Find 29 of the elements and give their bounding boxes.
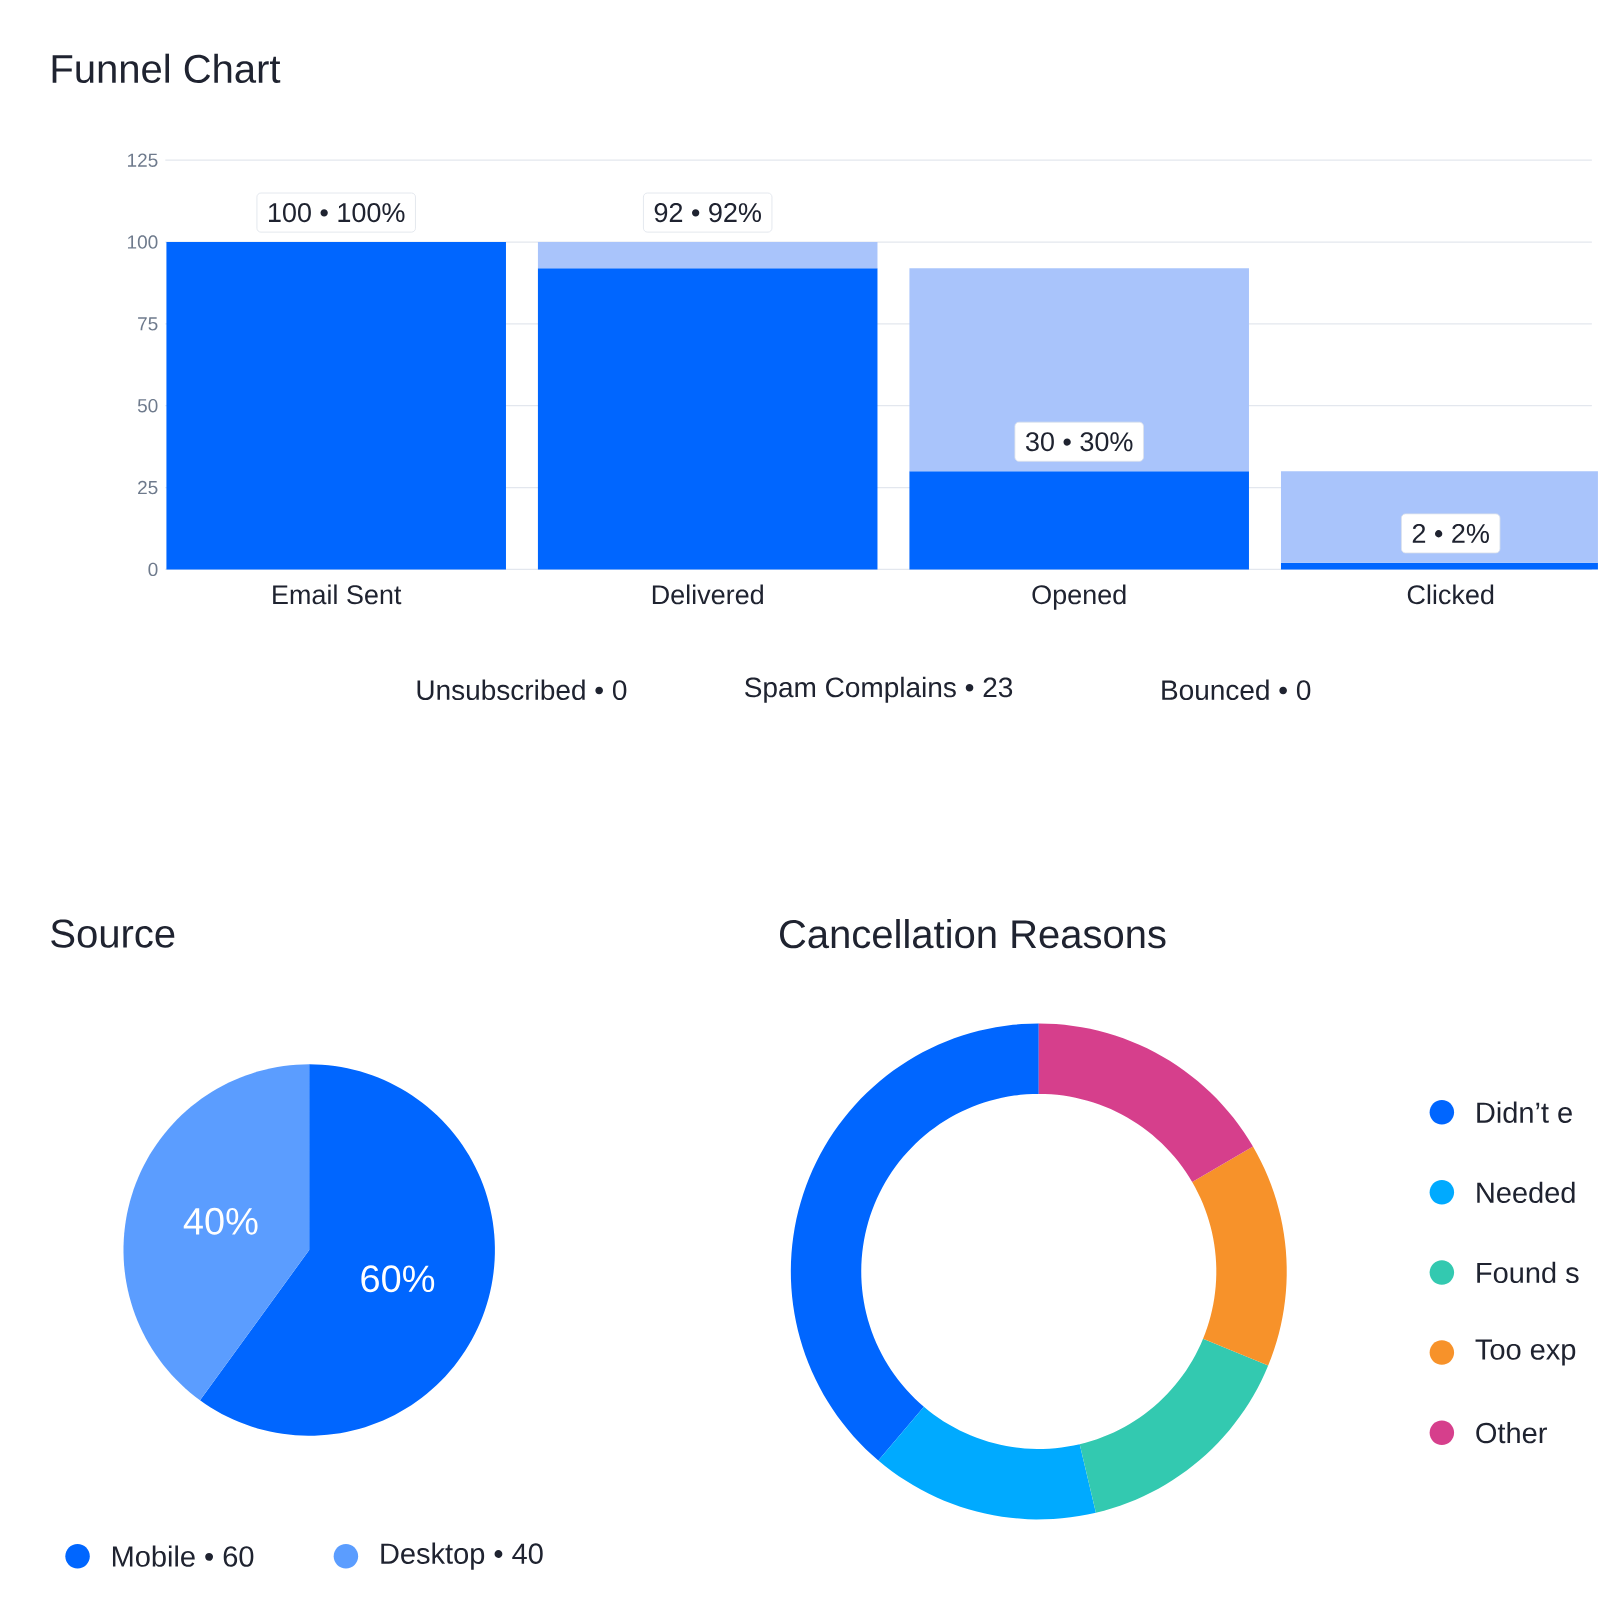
legend-label: Too exp (1475, 1339, 1576, 1366)
data-label: 100 • 100% (269, 203, 405, 223)
text: Unsubscribed • 0 (417, 679, 627, 701)
data-label: 2 • 2% (1412, 523, 1489, 543)
legend-label: Mobile • 60 (113, 1545, 254, 1567)
data-label: 30 • 30% (1026, 432, 1133, 452)
legend-label: Desktop • 40 (381, 1542, 543, 1570)
y-tick-label: 50 (137, 398, 158, 413)
x-tick-label: Email Sent (273, 584, 402, 605)
text: Bounced • 0 (1162, 679, 1311, 701)
y-tick-label: 75 (138, 317, 158, 331)
legend-label: Didn’t e (1477, 1101, 1572, 1123)
chart-title: Cancellation Reasons (780, 919, 1166, 949)
x-tick-label: Delivered (652, 584, 763, 605)
chart-title: Source (51, 919, 175, 948)
text: Spam Complains • 23 (745, 676, 1013, 703)
x-tick-label: Opened (1032, 584, 1126, 610)
y-tick-label: 25 (138, 480, 158, 495)
data-label: 60% (361, 1265, 435, 1293)
x-tick-label: Clicked (1407, 584, 1494, 605)
data-label: 92 • 92% (654, 203, 761, 223)
y-tick-label: 0 (148, 562, 158, 577)
legend-label: Needed (1477, 1181, 1575, 1204)
chart-title: Funnel Chart (52, 53, 281, 84)
data-label: 40% (183, 1207, 258, 1235)
y-tick-label: 100 (128, 235, 158, 249)
legend-label: Other (1476, 1422, 1547, 1444)
legend-label: Found s (1477, 1261, 1579, 1284)
y-tick-label: 125 (128, 153, 158, 167)
